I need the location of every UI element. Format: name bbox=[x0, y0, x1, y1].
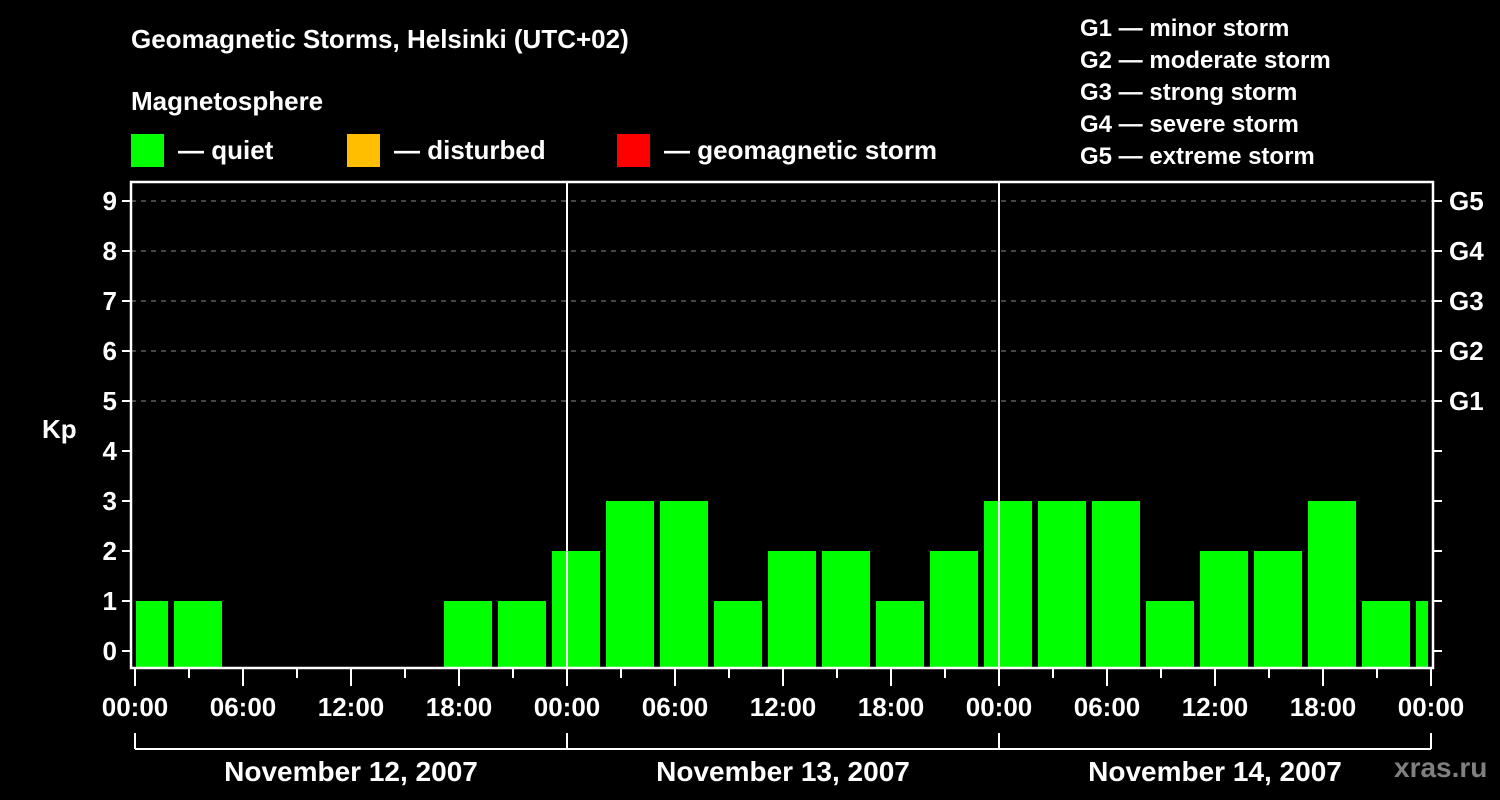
x-tick-label: 18:00 bbox=[1290, 692, 1357, 722]
g-scale-label: G4 bbox=[1449, 236, 1484, 266]
x-tick-label: 00:00 bbox=[102, 692, 169, 722]
kp-bar bbox=[1038, 501, 1086, 668]
kp-bar bbox=[1200, 551, 1248, 668]
x-tick-label: 12:00 bbox=[318, 692, 385, 722]
scale-g3: G3 — strong storm bbox=[1080, 79, 1298, 106]
gridlines bbox=[131, 200, 1433, 402]
scale-g2: G2 — moderate storm bbox=[1080, 47, 1331, 74]
scale-g1: G1 — minor storm bbox=[1080, 15, 1290, 42]
y-tick-label: 6 bbox=[103, 336, 117, 366]
x-tick-label: 06:00 bbox=[642, 692, 709, 722]
kp-bar bbox=[768, 551, 816, 668]
kp-bar bbox=[822, 551, 870, 668]
y-axis-label: Kp bbox=[42, 414, 77, 444]
y-tick-label: 8 bbox=[103, 236, 117, 266]
y-tick-label: 3 bbox=[103, 486, 117, 516]
scale-g4: G4 — severe storm bbox=[1080, 111, 1299, 138]
g-scale-label: G3 bbox=[1449, 286, 1484, 316]
axis-labels: 0 1 2 3 4 5 6 7 8 9 G1 G2 G3 G4 G5 Kp 00:00 06:00 12:00 18:… bbox=[42, 186, 1484, 787]
disturbed-swatch bbox=[347, 133, 380, 167]
y-tick-label: 2 bbox=[103, 536, 117, 566]
kp-bar bbox=[498, 601, 546, 668]
kp-bar bbox=[444, 601, 492, 668]
kp-bar bbox=[174, 601, 222, 668]
watermark: xras.ru bbox=[1394, 752, 1488, 783]
kp-bar bbox=[1416, 601, 1428, 668]
legend-quiet: — quiet bbox=[131, 133, 274, 167]
chart-title: Geomagnetic Storms, Helsinki (UTC+02) bbox=[131, 24, 629, 54]
x-tick-label: 18:00 bbox=[858, 692, 925, 722]
kp-bar bbox=[930, 551, 978, 668]
g-scale-label: G2 bbox=[1449, 336, 1484, 366]
x-tick-label: 12:00 bbox=[750, 692, 817, 722]
kp-bar bbox=[552, 551, 600, 668]
kp-bars bbox=[136, 501, 1428, 668]
y-tick-label: 0 bbox=[103, 636, 117, 666]
legend-storm: — geomagnetic storm bbox=[617, 133, 938, 167]
legend-disturbed: — disturbed bbox=[347, 133, 546, 167]
kp-bar bbox=[876, 601, 924, 668]
day-label: November 12, 2007 bbox=[224, 756, 478, 787]
x-tick-label: 00:00 bbox=[966, 692, 1033, 722]
kp-bar bbox=[984, 501, 1032, 668]
day-label: November 13, 2007 bbox=[656, 756, 910, 787]
scale-g5: G5 — extreme storm bbox=[1080, 143, 1315, 170]
y-tick-label: 7 bbox=[103, 286, 117, 316]
y-tick-label: 4 bbox=[103, 436, 118, 466]
kp-bar bbox=[136, 601, 168, 668]
g-scale-label: G5 bbox=[1449, 186, 1484, 216]
kp-bar bbox=[1092, 501, 1140, 668]
kp-bar bbox=[1254, 551, 1302, 668]
legend-heading: Magnetosphere bbox=[131, 86, 324, 116]
kp-bar bbox=[1362, 601, 1410, 668]
kp-bar bbox=[1308, 501, 1356, 668]
x-tick-label: 12:00 bbox=[1182, 692, 1249, 722]
x-tick-label: 00:00 bbox=[1398, 692, 1465, 722]
y-tick-label: 9 bbox=[103, 186, 117, 216]
x-tick-label: 06:00 bbox=[1074, 692, 1141, 722]
y-tick-label: 5 bbox=[103, 386, 117, 416]
x-tick-label: 18:00 bbox=[426, 692, 493, 722]
y-tick-label: 1 bbox=[103, 586, 117, 616]
axes bbox=[122, 180, 1442, 750]
x-tick-label: 00:00 bbox=[534, 692, 601, 722]
quiet-swatch bbox=[131, 133, 164, 167]
x-tick-label: 06:00 bbox=[210, 692, 277, 722]
legend-disturbed-label: — disturbed bbox=[394, 134, 546, 165]
storm-swatch bbox=[617, 133, 650, 167]
kp-bar bbox=[1146, 601, 1194, 668]
legend-storm-label: — geomagnetic storm bbox=[664, 134, 938, 165]
day-label: November 14, 2007 bbox=[1088, 756, 1342, 787]
kp-bar bbox=[606, 501, 654, 668]
kp-bar bbox=[714, 601, 762, 668]
kp-bar bbox=[660, 501, 708, 668]
legend-quiet-label: — quiet bbox=[178, 134, 274, 165]
g-scale-label: G1 bbox=[1449, 386, 1484, 416]
